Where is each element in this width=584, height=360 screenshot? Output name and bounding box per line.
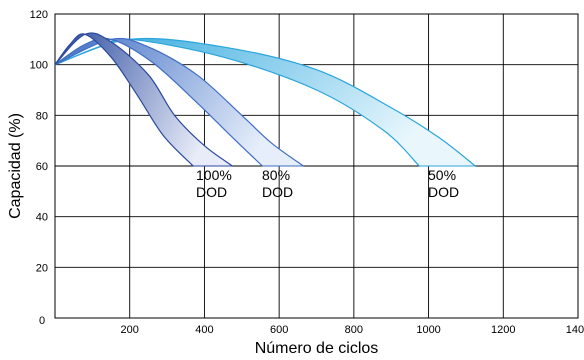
x-tick-label: 1000: [416, 324, 440, 336]
dod-label: 100%: [196, 167, 232, 183]
dod-band-lower-edge: [54, 33, 194, 167]
tick-labels: 0 200 400 600 800 1000 1200 1400 20 40 60 80 100 120: [30, 9, 584, 336]
dod-label: 50%: [428, 167, 456, 183]
y-tick-label: 40: [36, 212, 48, 224]
dod-band-fill: [55, 38, 304, 166]
x-tick-label: 1400: [566, 324, 584, 336]
dod-label: DOD: [196, 184, 227, 200]
x-tick-label: 800: [345, 324, 363, 336]
dod-band-fill: [55, 32, 233, 166]
x-tick-label: 1200: [491, 324, 515, 336]
dod-band-lower-edge: [54, 37, 263, 167]
y-tick-label: 80: [36, 110, 48, 122]
y-tick-label: 120: [30, 9, 48, 21]
x-tick-label: 400: [195, 324, 213, 336]
x-axis-label: Número de ciclos: [255, 340, 379, 357]
dod-label: 80%: [262, 167, 290, 183]
y-tick-label: 20: [36, 262, 48, 274]
dod-band-fill: [55, 38, 476, 166]
x-tick-label: 200: [121, 324, 139, 336]
dod-label: DOD: [428, 184, 459, 200]
x-tick-label: 600: [270, 324, 288, 336]
x-tick-label: 0: [39, 315, 45, 327]
y-tick-label: 100: [30, 60, 48, 72]
series-layer: [54, 32, 476, 167]
y-tick-label: 60: [36, 161, 48, 173]
y-axis-label: Capacidad (%): [7, 113, 24, 219]
dod-label: DOD: [262, 184, 293, 200]
dod-band-lower-edge: [54, 38, 420, 167]
